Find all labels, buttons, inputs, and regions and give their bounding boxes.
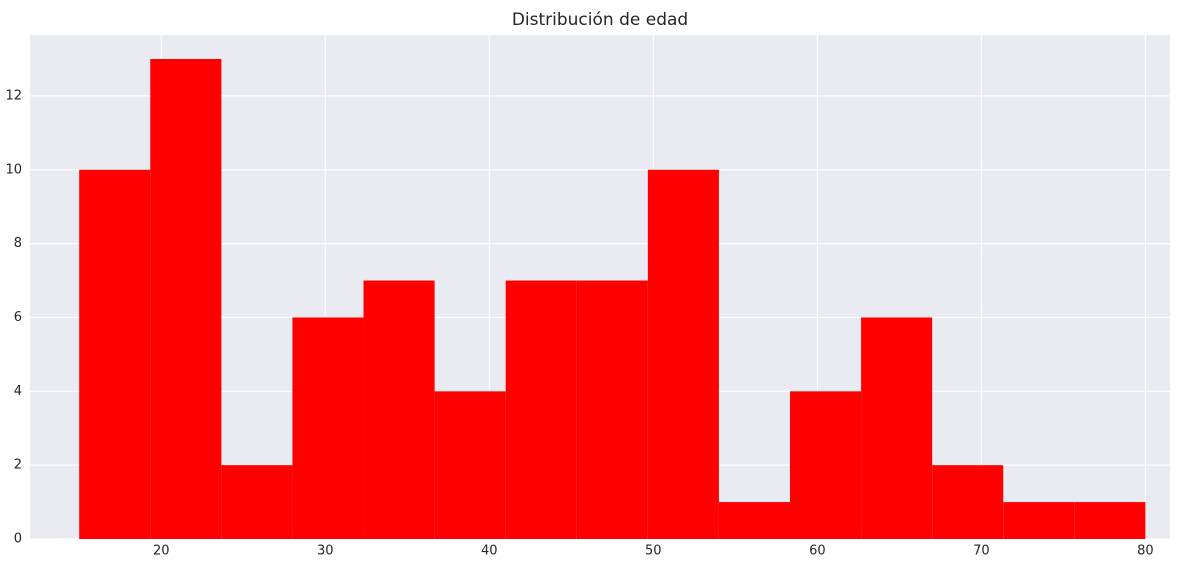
x-tick-label: 60	[809, 544, 826, 558]
x-tick-label: 20	[153, 544, 170, 558]
bar	[505, 280, 577, 539]
bar	[1074, 502, 1146, 539]
bar	[434, 391, 506, 539]
x-tick-label: 30	[317, 544, 334, 558]
x-tick-label: 80	[1137, 544, 1154, 558]
bar	[718, 502, 790, 539]
chart-title: Distribución de edad	[512, 10, 688, 30]
bar	[861, 317, 933, 539]
y-tick-label: 12	[5, 88, 22, 103]
bar	[647, 169, 719, 539]
y-tick-label: 0	[14, 532, 22, 547]
bar	[150, 59, 222, 539]
x-tick-label: 70	[973, 544, 990, 558]
bar	[1003, 502, 1075, 539]
bar	[932, 465, 1004, 539]
bar	[576, 280, 648, 539]
y-tick-label: 6	[14, 310, 22, 325]
bar	[363, 280, 435, 539]
bar	[221, 465, 293, 539]
y-tick-label: 2	[14, 458, 22, 473]
y-tick-label: 4	[14, 384, 22, 399]
y-tick-label: 8	[14, 236, 22, 251]
bar	[789, 391, 862, 539]
x-tick-label: 40	[481, 544, 498, 558]
y-tick-label: 10	[5, 162, 22, 177]
x-tick-label: 50	[645, 544, 662, 558]
bar	[292, 317, 364, 539]
bar	[79, 169, 151, 539]
